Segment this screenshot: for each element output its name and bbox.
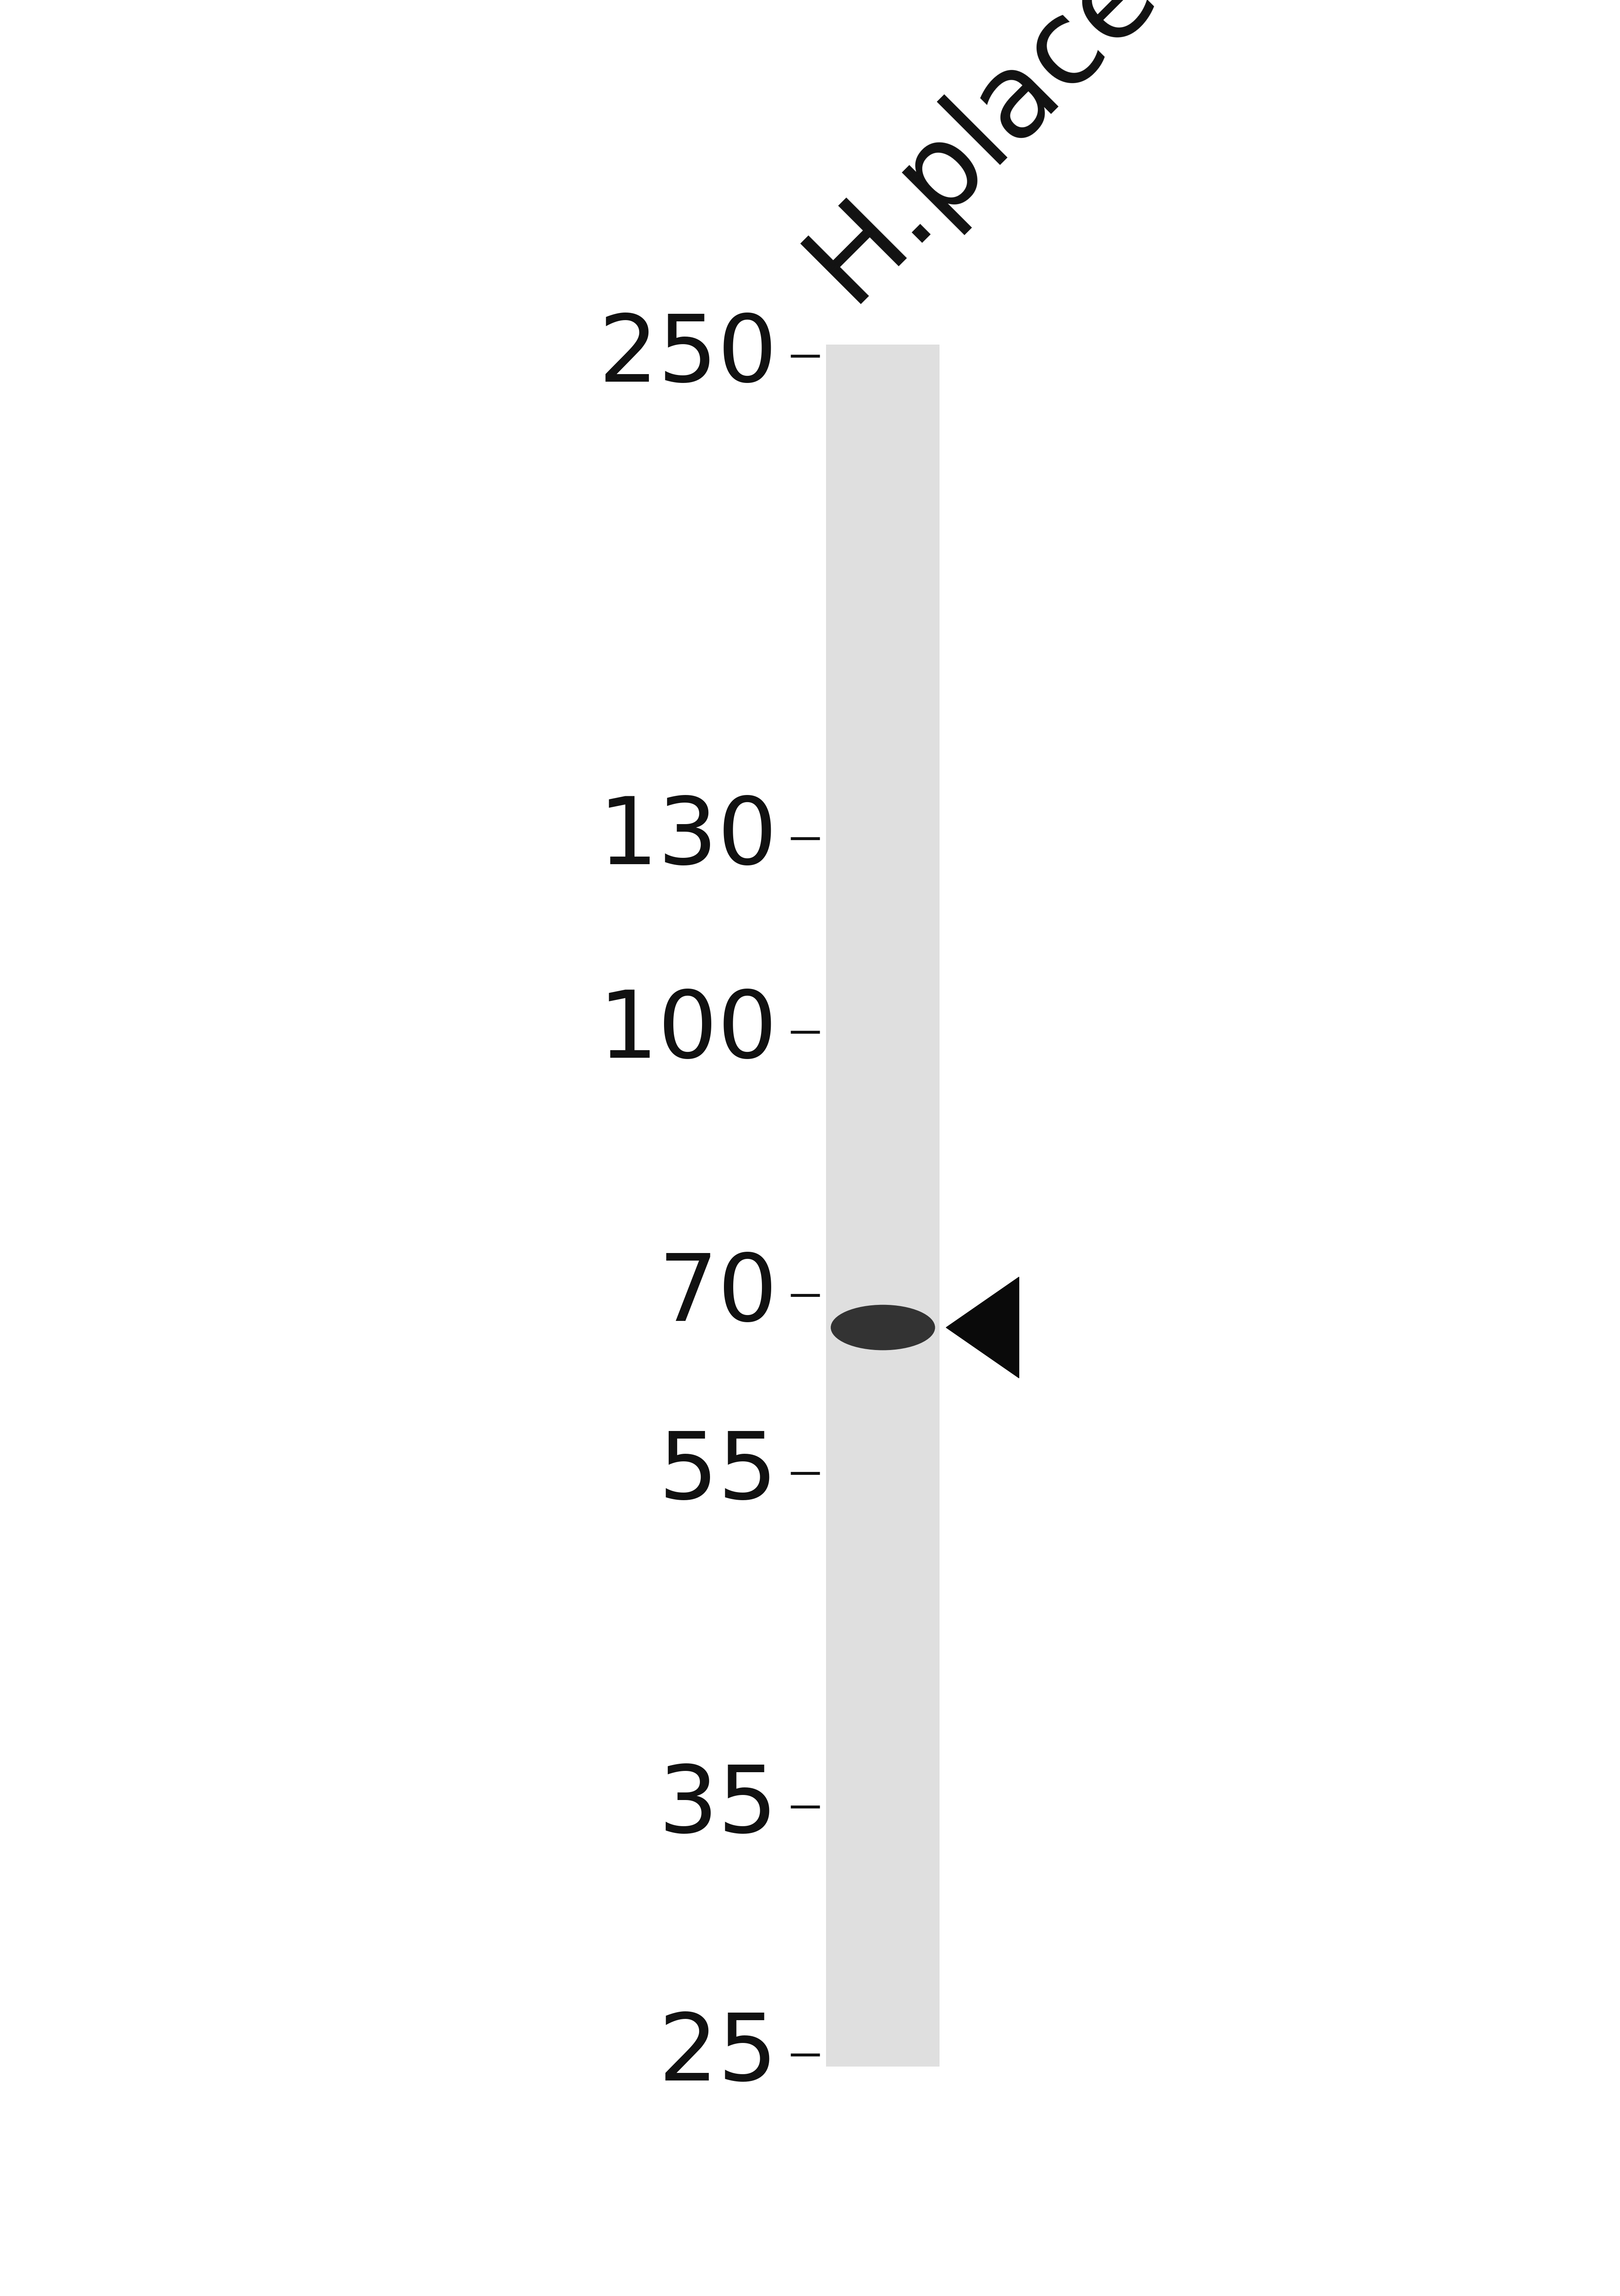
Ellipse shape (831, 1304, 935, 1350)
Polygon shape (946, 1277, 1019, 1378)
Text: 35: 35 (658, 1761, 778, 1853)
Bar (826, 344, 940, 2066)
Text: 25: 25 (658, 2009, 778, 2101)
Text: H.placenta: H.placenta (786, 0, 1312, 321)
Text: 130: 130 (599, 794, 778, 884)
Text: 250: 250 (599, 310, 778, 402)
Text: 55: 55 (658, 1428, 778, 1518)
Text: 70: 70 (658, 1249, 778, 1341)
Text: 100: 100 (599, 987, 778, 1077)
